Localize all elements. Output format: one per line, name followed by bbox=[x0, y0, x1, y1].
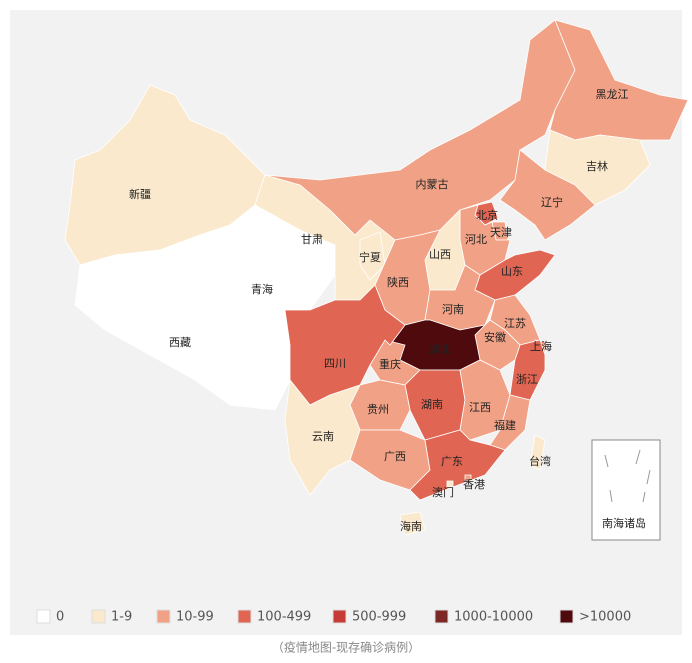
province-label: 新疆 bbox=[129, 187, 151, 201]
province bbox=[499, 149, 596, 241]
legend-swatch bbox=[156, 609, 171, 624]
inset-box bbox=[591, 439, 661, 541]
province bbox=[529, 434, 546, 471]
province-label: 西藏 bbox=[169, 336, 191, 349]
legend-label: 1-9 bbox=[111, 610, 132, 625]
legend-swatch bbox=[434, 609, 449, 624]
province-label: 陕西 bbox=[387, 275, 409, 289]
province-label: 浙江 bbox=[516, 373, 538, 386]
province-label: 江苏 bbox=[504, 317, 526, 330]
province-label: 江西 bbox=[469, 401, 491, 414]
province-label: 湖南 bbox=[421, 398, 443, 411]
legend-swatch bbox=[559, 609, 574, 624]
province-label: 河北 bbox=[465, 233, 487, 246]
province-label: 山东 bbox=[501, 265, 523, 278]
province-label: 澳门 bbox=[432, 485, 454, 499]
province-label: 吉林 bbox=[586, 159, 608, 173]
legend-label: 500-999 bbox=[352, 610, 406, 625]
province bbox=[359, 231, 386, 281]
province-label: 云南 bbox=[312, 430, 334, 443]
province-label: 广西 bbox=[384, 450, 406, 463]
inset-islands bbox=[604, 449, 651, 503]
legend-swatch bbox=[36, 609, 51, 624]
province-label: 山西 bbox=[429, 248, 451, 261]
province-label: 台湾 bbox=[529, 454, 551, 468]
province-label: 海南 bbox=[400, 519, 422, 533]
province-label: 上海 bbox=[530, 339, 552, 353]
province-label: 黑龙江 bbox=[596, 88, 629, 101]
legend-label: 0 bbox=[56, 610, 64, 625]
province-label: 安徽 bbox=[484, 330, 506, 344]
province-label: 内蒙古 bbox=[416, 177, 449, 191]
province-label: 广东 bbox=[441, 455, 463, 468]
province-label: 天津 bbox=[490, 226, 512, 239]
province bbox=[446, 480, 454, 488]
province-label: 辽宁 bbox=[541, 195, 563, 209]
legend-label: 1000-10000 bbox=[454, 610, 533, 625]
province-label: 重庆 bbox=[379, 357, 401, 371]
province-label: 贵州 bbox=[367, 403, 389, 416]
province-label: 甘肃 bbox=[301, 233, 323, 246]
province-label: 河南 bbox=[442, 303, 464, 316]
province-label: 青海 bbox=[251, 282, 273, 296]
legend-label: >10000 bbox=[579, 610, 631, 625]
province-label: 湖北 bbox=[429, 343, 451, 356]
inset-label: 南海诸岛 bbox=[602, 516, 646, 530]
province bbox=[264, 19, 576, 241]
province bbox=[464, 474, 472, 482]
regions bbox=[64, 19, 689, 536]
province-label: 四川 bbox=[324, 357, 346, 370]
province-label: 宁夏 bbox=[359, 250, 381, 264]
province bbox=[409, 429, 506, 501]
legend-label: 10-99 bbox=[176, 610, 214, 625]
province bbox=[399, 511, 426, 536]
province-label: 北京 bbox=[476, 208, 498, 222]
legend: 0 1-9 10-99 100-499 500-999 1000-10000 >10000 bbox=[36, 609, 631, 625]
caption: （疫情地图-现存确诊病例） bbox=[272, 640, 420, 655]
legend-label: 100-499 bbox=[257, 610, 311, 625]
province-label: 香港 bbox=[463, 478, 485, 491]
province-label: 福建 bbox=[494, 418, 516, 432]
legend-swatch bbox=[237, 609, 252, 624]
legend-swatch bbox=[332, 609, 347, 624]
legend-swatch bbox=[91, 609, 106, 624]
